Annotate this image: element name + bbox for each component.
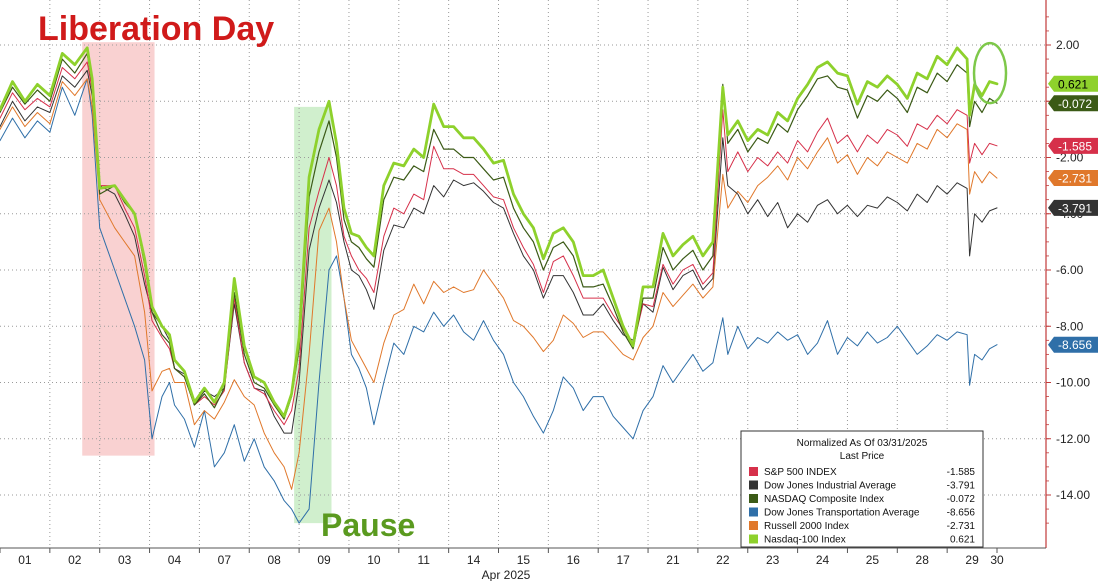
x-tick-label: 21 (666, 553, 680, 567)
x-tick-label: 14 (467, 553, 481, 567)
x-tick-label: 30 (990, 553, 1004, 567)
x-tick-label: 03 (118, 553, 132, 567)
y-tick-label: -8.00 (1056, 319, 1084, 333)
last-price-badge-1: -2.731 (1048, 170, 1098, 187)
legend-entry-2: Dow Jones Industrial Average (764, 481, 897, 492)
annotations: Liberation Day Pause (38, 10, 1008, 543)
x-tick-label: 07 (218, 553, 232, 567)
legend-entry-0: Dow Jones Transportation Average (764, 508, 920, 519)
y-tick-label: -6.00 (1056, 263, 1084, 277)
legend-value-4: -0.072 (947, 494, 976, 505)
x-tick-label: 23 (766, 553, 780, 567)
legend-value-5: 0.621 (950, 535, 975, 546)
legend-box (740, 430, 984, 548)
series-line-4 (0, 52, 998, 420)
legend-value-0: -8.656 (947, 508, 976, 519)
legend: Normalized As Of 03/31/2025 Last PriceS&P… (740, 430, 984, 548)
legend-entry-4: NASDAQ Composite Index (764, 494, 884, 505)
series-line-1 (0, 78, 998, 490)
y-tick-label: -12.00 (1056, 432, 1090, 446)
badge-value: -8.656 (1058, 338, 1092, 352)
legend-swatch-3 (749, 467, 758, 476)
x-tick-label: 25 (866, 553, 880, 567)
x-tick-label: 02 (68, 553, 82, 567)
badge-value: 0.621 (1058, 77, 1088, 91)
highlight-circle (972, 41, 1008, 105)
badge-value: -1.585 (1058, 139, 1092, 153)
last-price-badge-5: 0.621 (1048, 75, 1098, 92)
legend-swatch-2 (749, 480, 758, 490)
x-axis-title: Apr 2025 (482, 568, 531, 581)
legend-swatch-5 (749, 534, 758, 544)
x-tick-label: 09 (317, 553, 331, 567)
badge-shape (1048, 170, 1098, 187)
x-tick-label: 15 (517, 553, 531, 567)
x-tick-label: 28 (916, 553, 930, 567)
x-tick-label: 08 (267, 553, 281, 567)
series-line-0 (0, 78, 998, 524)
legend-entry-5: Nasdaq-100 Index (764, 535, 846, 546)
legend-value-2: -3.791 (947, 481, 976, 492)
series-lines (0, 46, 999, 524)
legend-swatch-4 (749, 494, 758, 503)
legend-entry-1: Russell 2000 Index (764, 521, 849, 532)
last-price-badge-2: -3.791 (1048, 199, 1098, 216)
badge-value: -2.731 (1058, 172, 1092, 186)
x-tick-label: 11 (417, 553, 430, 567)
x-tick-label: 10 (367, 553, 381, 567)
legend-swatch-0 (749, 507, 758, 517)
x-tick-label: 22 (716, 553, 730, 567)
last-price-badge-4: -0.072 (1048, 95, 1098, 112)
legend-title: Normalized As Of 03/31/2025 (797, 438, 928, 449)
badge-value: -3.791 (1058, 201, 1092, 215)
x-tick-label: 17 (616, 553, 630, 567)
pause-label: Pause (321, 507, 415, 543)
x-tick-label: 01 (18, 553, 32, 567)
series-line-2 (0, 69, 998, 434)
badge-value: -0.072 (1058, 97, 1092, 111)
legend-value-1: -2.731 (947, 521, 976, 532)
y-tick-label: 2.00 (1056, 38, 1080, 52)
legend-subtitle: Last Price (840, 451, 885, 462)
last-price-badges: 0.621 -0.072 -1.585 -2.731 -3.791 -8.656 (1048, 75, 1098, 353)
legend-value-3: -1.585 (947, 467, 976, 478)
badge-shape (1048, 199, 1098, 216)
legend-swatch-1 (749, 521, 758, 530)
series-line-5 (0, 46, 999, 418)
y-tick-label: -10.00 (1056, 376, 1090, 390)
liberation-day-label: Liberation Day (38, 10, 274, 48)
badge-shape (1048, 75, 1098, 92)
x-tick-label: 29 (965, 553, 979, 567)
last-price-badge-0: -8.656 (1048, 336, 1098, 353)
badge-shape (1048, 95, 1098, 112)
x-tick-label: 24 (816, 553, 830, 567)
x-tick-label: 04 (168, 553, 182, 567)
badge-shape (1048, 336, 1098, 353)
legend-entry-3: S&P 500 INDEX (764, 467, 837, 478)
y-tick-label: -2.00 (1056, 151, 1084, 165)
badge-shape (1048, 137, 1098, 154)
x-tick-label: 16 (567, 553, 581, 567)
y-tick-label: -14.00 (1056, 488, 1090, 502)
last-price-badge-3: -1.585 (1048, 137, 1098, 154)
